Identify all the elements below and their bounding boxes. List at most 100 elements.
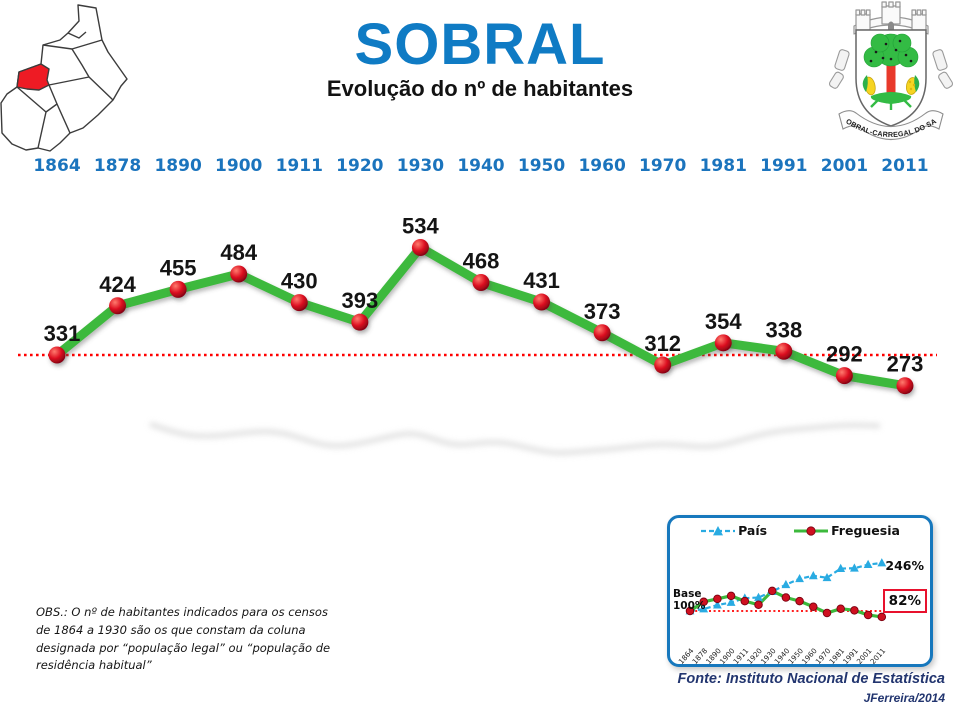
year-label: 1950 (517, 156, 566, 176)
title-block: SOBRAL Evolução do nº de habitantes (160, 16, 800, 101)
data-point-marker (775, 342, 793, 360)
municipality-map (0, 4, 128, 152)
year-label: 1900 (215, 156, 263, 176)
inset-legend: País Freguesia (670, 523, 930, 538)
data-point-label: 424 (99, 272, 136, 297)
index-inset-chart: País Freguesia 1864 1878 1890 1900 1911 1920 1… (667, 515, 933, 667)
author-credit: JFerreira/2014 (863, 691, 945, 705)
data-point-label: 331 (44, 321, 81, 346)
reflection-swoosh (149, 421, 881, 456)
year-label: 2001 (820, 156, 869, 176)
inset-triangle-marker (850, 563, 859, 572)
base-label: Base 100% (673, 588, 706, 613)
year-label: 1960 (578, 156, 626, 176)
data-point-label: 468 (463, 248, 500, 273)
data-point-marker (48, 346, 66, 364)
pais-line-marker-icon (701, 525, 736, 535)
data-point-marker (533, 293, 551, 311)
inset-plot: 1864187818901900191119201930194019501960… (677, 558, 887, 664)
year-label: 1930 (396, 156, 445, 176)
inset-triangle-marker (877, 558, 887, 567)
legend-label-pais: País (738, 523, 768, 538)
inset-triangle-marker (754, 592, 763, 601)
year-label: 2011 (881, 156, 929, 176)
year-label: 1991 (760, 156, 808, 176)
data-point-label: 534 (402, 214, 439, 239)
legend-item-pais: País (700, 523, 767, 538)
main-chart: 331 424 455 484 430 393 534 468 431 373 312 354 338 2… (18, 214, 937, 456)
data-point-label: 338 (765, 317, 802, 342)
data-point-label: 373 (584, 299, 621, 324)
year-label: 1920 (336, 156, 384, 176)
inset-circle-marker (822, 608, 832, 618)
data-point-label: 354 (705, 309, 742, 334)
inset-circle-marker (685, 606, 695, 616)
inset-circle-marker (699, 597, 708, 607)
coat-of-arms: SOBRAL-CARREGAL DO SAL (826, 0, 954, 140)
legend-label-freguesia: Freguesia (831, 523, 900, 538)
inset-year-label: 2011 (868, 646, 887, 664)
inset-circle-marker (809, 602, 818, 611)
page-title: SOBRAL (354, 12, 606, 77)
cork-oak-tree-icon (863, 33, 919, 110)
corn-charge-icon (862, 75, 876, 96)
inset-triangle-marker (863, 559, 873, 569)
banner-ribbon (838, 110, 944, 140)
mural-crown-icon (853, 1, 929, 35)
data-point-label: 312 (644, 331, 681, 356)
year-label: 1890 (154, 156, 202, 176)
data-point-marker (109, 297, 127, 315)
pais-end-label: 246% (885, 558, 924, 573)
inset-triangle-marker (808, 570, 818, 580)
inset-circle-marker (781, 593, 791, 602)
data-point-label: 455 (160, 255, 197, 280)
freguesia-line-marker-icon (794, 525, 829, 536)
data-point-label: 430 (281, 269, 318, 294)
inset-circle-marker (877, 612, 887, 622)
data-point-marker (411, 239, 429, 257)
inset-triangle-marker (795, 573, 804, 583)
inset-triangle-marker (822, 572, 832, 582)
data-point-marker (230, 265, 248, 283)
data-point-marker (290, 294, 308, 312)
inset-circle-marker (713, 594, 722, 604)
data-point-marker (714, 334, 732, 352)
year-label: 1864 (33, 156, 81, 176)
data-point-label: 484 (220, 240, 257, 265)
year-label: 1940 (457, 156, 505, 176)
data-point-marker (654, 356, 672, 374)
legend-item-freguesia: Freguesia (793, 523, 900, 538)
data-point-marker (169, 280, 187, 298)
data-point-label: 431 (523, 268, 560, 293)
year-label: 1970 (639, 156, 687, 176)
grape-charge-icon (905, 75, 920, 95)
year-label: 1911 (275, 156, 323, 176)
highlighted-parish (16, 63, 50, 91)
year-label: 1878 (93, 156, 142, 176)
page-subtitle: Evolução do nº de habitantes (326, 76, 634, 101)
inset-circle-marker (836, 604, 845, 613)
inset-circle-marker (754, 600, 763, 609)
inset-circle-marker (795, 596, 804, 606)
data-point-label: 393 (341, 288, 378, 313)
inset-triangle-marker (781, 579, 791, 589)
data-point-marker (472, 273, 490, 291)
inset-circle-marker (850, 606, 859, 615)
data-point-label: 273 (887, 352, 924, 377)
inset-triangle-marker (726, 597, 736, 606)
inset-circle-marker (863, 610, 873, 620)
inset-circle-marker (740, 596, 750, 606)
inset-triangle-marker (699, 604, 709, 613)
data-point-marker (351, 313, 369, 331)
obs-note: OBS.: O nº de habitantes indicados para … (36, 605, 331, 673)
data-point-marker (835, 367, 853, 385)
data-point-marker (593, 324, 611, 342)
inset-triangle-marker (713, 600, 722, 609)
year-label: 1981 (699, 156, 747, 176)
side-ornaments (828, 49, 954, 89)
data-point-label: 292 (826, 342, 863, 367)
inset-circle-marker (767, 586, 777, 596)
inset-triangle-marker (836, 563, 846, 572)
source-note: Fonte: Instituto Nacional de Estatística (677, 671, 945, 687)
